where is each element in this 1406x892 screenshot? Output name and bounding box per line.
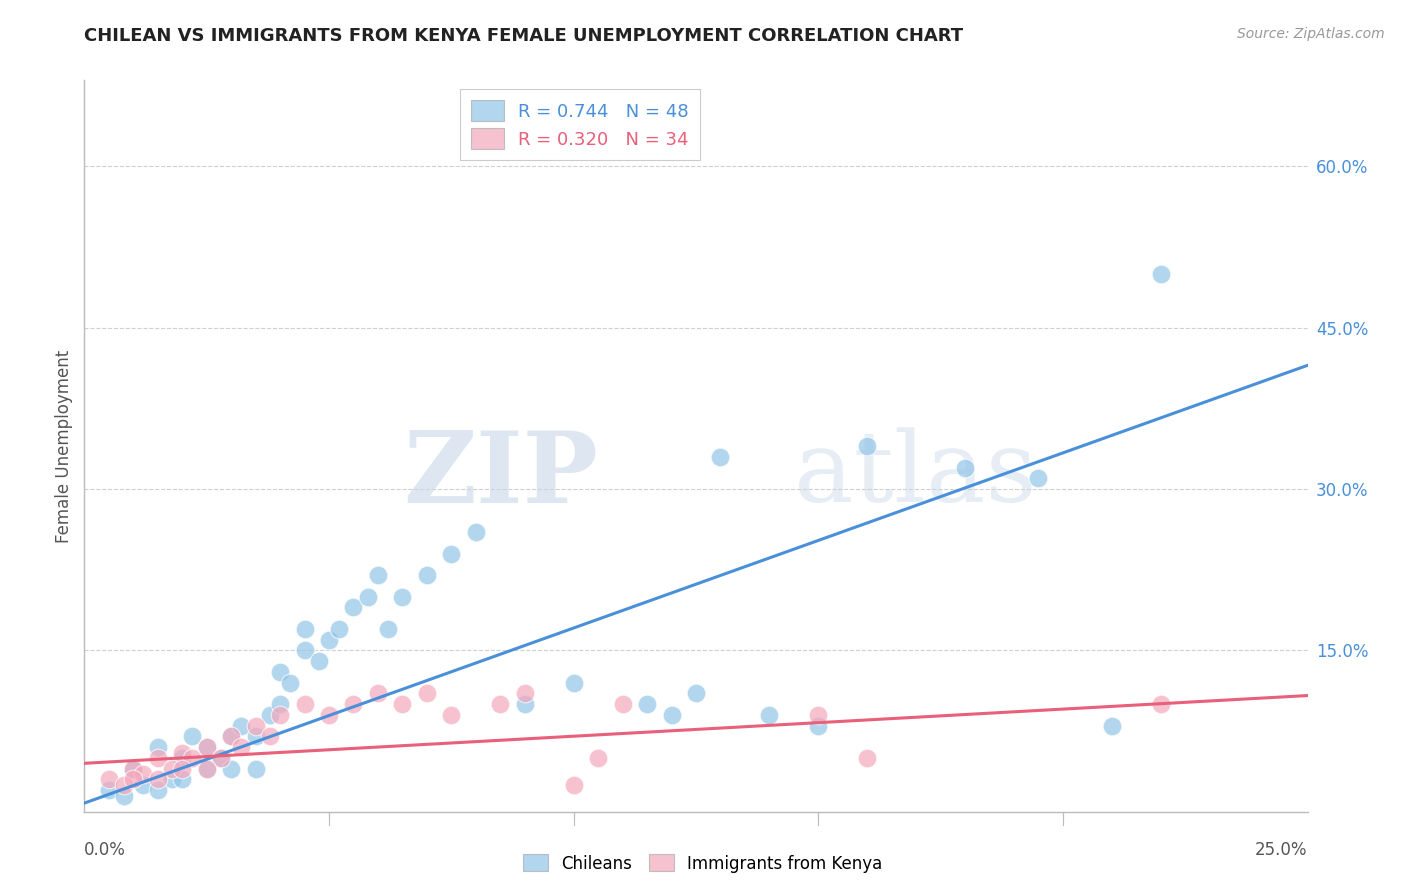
Point — [172, 772, 194, 787]
Point — [195, 762, 218, 776]
Point — [612, 697, 634, 711]
Point — [513, 686, 536, 700]
Point — [146, 772, 169, 787]
Point — [278, 675, 301, 690]
Point — [162, 772, 184, 787]
Point — [195, 740, 218, 755]
Point — [162, 762, 184, 776]
Point — [636, 697, 658, 711]
Point — [856, 751, 879, 765]
Point — [308, 654, 330, 668]
Point — [318, 632, 340, 647]
Point — [489, 697, 512, 711]
Point — [440, 707, 463, 722]
Point — [219, 730, 242, 744]
Point — [586, 751, 609, 765]
Point — [357, 590, 380, 604]
Point — [367, 686, 389, 700]
Point — [229, 719, 252, 733]
Point — [709, 450, 731, 464]
Legend: R = 0.744   N = 48, R = 0.320   N = 34: R = 0.744 N = 48, R = 0.320 N = 34 — [460, 89, 700, 160]
Point — [259, 730, 281, 744]
Point — [146, 783, 169, 797]
Point — [1101, 719, 1123, 733]
Point — [513, 697, 536, 711]
Point — [132, 778, 155, 792]
Text: 0.0%: 0.0% — [84, 841, 127, 859]
Legend: Chileans, Immigrants from Kenya: Chileans, Immigrants from Kenya — [516, 847, 890, 880]
Point — [97, 783, 120, 797]
Point — [342, 697, 364, 711]
Point — [1150, 697, 1173, 711]
Point — [209, 751, 232, 765]
Point — [209, 751, 232, 765]
Point — [97, 772, 120, 787]
Point — [416, 568, 439, 582]
Point — [122, 762, 145, 776]
Point — [391, 697, 413, 711]
Point — [294, 697, 316, 711]
Text: ZIP: ZIP — [404, 426, 598, 524]
Text: 25.0%: 25.0% — [1256, 841, 1308, 859]
Point — [245, 762, 267, 776]
Text: CHILEAN VS IMMIGRANTS FROM KENYA FEMALE UNEMPLOYMENT CORRELATION CHART: CHILEAN VS IMMIGRANTS FROM KENYA FEMALE … — [84, 27, 963, 45]
Point — [294, 643, 316, 657]
Point — [318, 707, 340, 722]
Point — [146, 740, 169, 755]
Point — [1150, 267, 1173, 281]
Point — [245, 730, 267, 744]
Point — [685, 686, 707, 700]
Point — [269, 697, 291, 711]
Point — [367, 568, 389, 582]
Point — [953, 460, 976, 475]
Point — [219, 762, 242, 776]
Point — [172, 762, 194, 776]
Point — [294, 622, 316, 636]
Point — [1028, 471, 1050, 485]
Point — [758, 707, 780, 722]
Point — [172, 746, 194, 760]
Y-axis label: Female Unemployment: Female Unemployment — [55, 350, 73, 542]
Text: atlas: atlas — [794, 427, 1036, 523]
Point — [122, 762, 145, 776]
Point — [269, 665, 291, 679]
Point — [181, 730, 204, 744]
Point — [377, 622, 399, 636]
Point — [146, 751, 169, 765]
Point — [391, 590, 413, 604]
Point — [195, 740, 218, 755]
Point — [181, 751, 204, 765]
Point — [259, 707, 281, 722]
Point — [440, 547, 463, 561]
Point — [245, 719, 267, 733]
Point — [122, 772, 145, 787]
Point — [464, 524, 486, 539]
Point — [269, 707, 291, 722]
Point — [562, 675, 585, 690]
Point — [219, 730, 242, 744]
Point — [342, 600, 364, 615]
Point — [328, 622, 350, 636]
Point — [132, 767, 155, 781]
Point — [661, 707, 683, 722]
Point — [856, 439, 879, 453]
Point — [112, 778, 135, 792]
Point — [172, 751, 194, 765]
Point — [807, 707, 830, 722]
Point — [416, 686, 439, 700]
Point — [562, 778, 585, 792]
Point — [229, 740, 252, 755]
Point — [112, 789, 135, 803]
Text: Source: ZipAtlas.com: Source: ZipAtlas.com — [1237, 27, 1385, 41]
Point — [807, 719, 830, 733]
Point — [195, 762, 218, 776]
